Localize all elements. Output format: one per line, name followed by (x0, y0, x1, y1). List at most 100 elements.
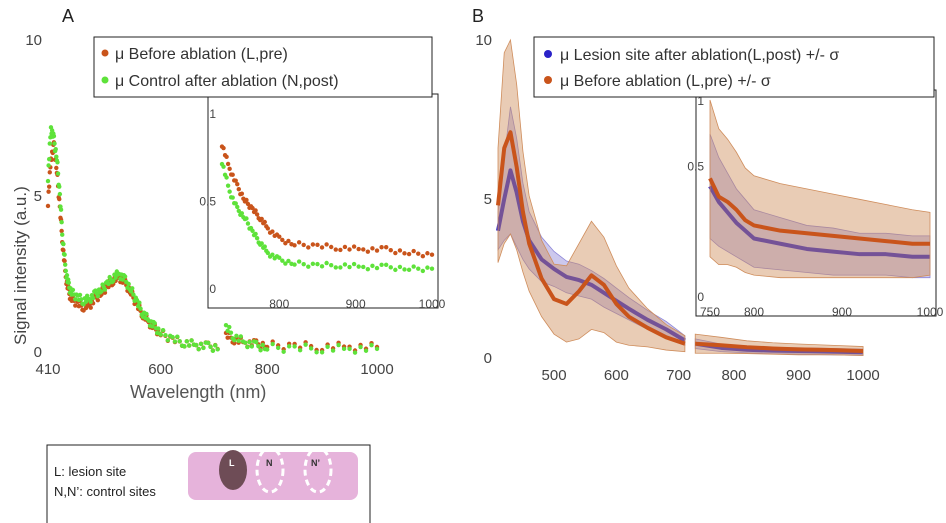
control-site-n2-label: N’ (311, 458, 320, 468)
A-inset-pt-0-13-2 (416, 251, 421, 256)
A-main-pt-1-4-4 (60, 232, 65, 237)
A-inset-ytick-0: 0 (209, 282, 216, 296)
A-main-pt-1-29-3 (228, 330, 234, 335)
A-inset-pt-0-9-1 (319, 245, 325, 250)
A-main-pt-1-26-2 (198, 341, 204, 347)
A-main-pt-1-29-1 (225, 328, 230, 333)
A-inset-pt-0-7-1 (280, 237, 285, 243)
A-main-pt-1-9-3 (79, 297, 84, 302)
A-main-pt-1-27-2 (210, 348, 216, 354)
legend-label-before-b: μ Before ablation (L,pre) +/- σ (560, 73, 771, 90)
A-main-pt-1-13-3 (102, 287, 108, 292)
legend-label-before: μ Before ablation (L,pre) (115, 46, 288, 63)
A-inset-pt-1-12-3 (397, 264, 403, 270)
A-main-pt-1-last (374, 346, 380, 352)
A-inset-pt-0-2-0 (235, 181, 240, 187)
A-main-pt-0-2-4 (54, 165, 59, 171)
B-inset-ytick-1: 0.5 (687, 159, 704, 173)
A-main-pt-1-30-3 (238, 334, 244, 339)
A-main-xtick-3: 1000 (360, 361, 393, 378)
A-inset-pt-1-12-4 (402, 267, 407, 272)
A-main-pt-1-31-2 (247, 339, 252, 345)
A-main-pt-1-19-2 (137, 300, 142, 305)
A-inset-pt-1-11-3 (374, 265, 380, 271)
A-main-pt-1-32-3 (260, 342, 265, 348)
A-inset-pt-1-0-3 (224, 175, 229, 180)
A-main-pt-1-31-0 (243, 340, 248, 345)
A-inset-ytick-1: 0.5 (199, 194, 216, 208)
A-main-pt-1-17-0 (122, 274, 128, 279)
legend-label-lesion: μ Lesion site after ablation(L,post) +/-… (560, 47, 839, 64)
A-inset-pt-0-10-3 (351, 244, 357, 249)
A-inset-pt-1-7-1 (280, 258, 285, 263)
A-main-pt-1-32-2 (258, 348, 263, 353)
A-main-pt-1-33-0 (264, 347, 270, 352)
A-main-pt-1-8-1 (70, 287, 76, 293)
B-main-line-0-0 (496, 168, 686, 343)
B-main-line-1-0 (496, 130, 686, 346)
A-main-pt-0-14-1 (106, 284, 111, 290)
A-main-pt-0-0-0 (45, 203, 51, 209)
A-inset-pt-1-13-4 (425, 265, 430, 270)
A-inset-pt-0-8-2 (301, 242, 306, 248)
A-inset-pt-0-7-3 (286, 238, 291, 244)
A-main-pt-1-34-3 (308, 346, 314, 351)
A-main-pt-1-4-2 (58, 207, 64, 212)
A-main-pt-1-35-3 (336, 342, 341, 348)
control-site-n2 (303, 446, 333, 494)
A-inset-pt-0-11-3 (374, 248, 380, 253)
A-main-pt-1-27-1 (208, 344, 213, 350)
B-main-ytick-1: 5 (484, 191, 492, 208)
A-main-pt-1-36-0 (347, 346, 352, 352)
legend-marker-green (101, 76, 109, 84)
lesion-site-mark (219, 450, 247, 490)
A-main-pt-1-25-1 (184, 339, 190, 344)
A-inset-pt-1-11-1 (365, 266, 371, 272)
B-inset-band-1-0 (709, 99, 931, 279)
A-main-pt-1-30-2 (236, 338, 241, 343)
A-inset-pt-0-0-3 (224, 154, 229, 160)
legend-marker-orange (101, 49, 109, 57)
A-main-pt-0-0-2 (46, 184, 52, 189)
A-inset-pt-0-13-4 (425, 251, 430, 256)
A-inset-pt-0-0-1 (221, 145, 226, 151)
A-main-pt-1-20-3 (144, 311, 149, 317)
B-inset-line-0-0 (708, 185, 930, 259)
B-main-xtick-3: 800 (721, 367, 746, 384)
B-main-band-1-0 (497, 38, 686, 353)
A-main-pt-1-24-1 (172, 339, 178, 344)
A-inset-pt-0-6-0 (265, 226, 271, 231)
A-main-pt-0-13-3 (102, 290, 108, 295)
A-inset-pt-1-1-2 (230, 195, 235, 200)
A-inset-pt-1-1-0 (227, 189, 232, 194)
A-inset-pt-1-8-3 (306, 264, 311, 269)
B-main-ytick-2: 10 (475, 32, 492, 49)
A-inset-pt-0-11-1 (365, 249, 371, 254)
A-inset-pt-1-9-1 (319, 264, 325, 269)
A-main-ytick-0: 0 (34, 344, 42, 361)
B-inset-xtick-1: 800 (744, 305, 764, 319)
A-inset-pt-0-5-3 (262, 219, 267, 225)
A-main-pt-1-33-3 (281, 349, 286, 354)
A-inset-pt-0-9-0 (315, 242, 320, 248)
A-inset-pt-0-10-0 (338, 247, 343, 253)
A-main-pt-1-23-2 (163, 332, 168, 338)
A-inset-pt-0-12-0 (383, 245, 389, 250)
B-inset-ytick-2: 1 (697, 94, 704, 108)
A-main-pt-1-36-4 (369, 342, 374, 348)
A-main-pt-0-4-3 (59, 228, 64, 234)
A-inset-pt-0-7-0 (277, 234, 282, 239)
A-inset-pt-0-4-3 (254, 212, 260, 217)
A-inset-pt-1-11-0 (361, 264, 366, 270)
A-inset-xtick-0: 800 (269, 297, 289, 311)
A-main-pt-1-25-3 (189, 338, 194, 343)
A-inset-pt-0-8-0 (292, 243, 297, 248)
A-inset-pt-1-6-2 (270, 252, 275, 257)
A-main-pt-0-16-3 (120, 280, 125, 285)
A-main-pt-1-34-4 (314, 350, 319, 355)
A-main-pt-1-5-4 (63, 262, 68, 267)
A-inset-pt-1-12-2 (393, 267, 398, 273)
A-main-pt-1-34-0 (292, 344, 297, 349)
B-main-xtick-5: 1000 (846, 367, 879, 384)
